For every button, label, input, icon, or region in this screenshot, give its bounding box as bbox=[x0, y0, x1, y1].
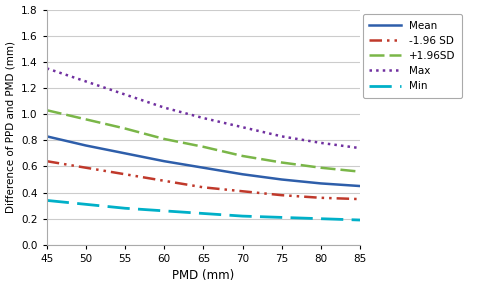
Mean bbox=[357, 184, 363, 188]
-1.96 SD bbox=[200, 185, 206, 189]
+1.96SD bbox=[278, 161, 284, 164]
-1.96 SD bbox=[83, 166, 89, 169]
Mean bbox=[240, 173, 246, 176]
Max bbox=[357, 146, 363, 150]
+1.96SD bbox=[161, 137, 167, 141]
-1.96 SD bbox=[44, 160, 50, 163]
Min bbox=[278, 216, 284, 219]
Line: +1.96SD: +1.96SD bbox=[47, 110, 360, 172]
Legend: Mean, -1.96 SD, +1.96SD, Max, Min: Mean, -1.96 SD, +1.96SD, Max, Min bbox=[363, 14, 462, 98]
Mean bbox=[200, 166, 206, 169]
-1.96 SD bbox=[278, 194, 284, 197]
Min bbox=[122, 206, 128, 210]
Line: Mean: Mean bbox=[47, 136, 360, 186]
Min bbox=[200, 212, 206, 215]
Mean bbox=[122, 151, 128, 155]
Max bbox=[161, 106, 167, 109]
Line: Max: Max bbox=[47, 68, 360, 148]
Max bbox=[122, 93, 128, 96]
Line: -1.96 SD: -1.96 SD bbox=[47, 161, 360, 199]
+1.96SD bbox=[318, 166, 324, 169]
Min bbox=[161, 209, 167, 213]
Mean bbox=[161, 160, 167, 163]
-1.96 SD bbox=[240, 190, 246, 193]
Min bbox=[357, 218, 363, 222]
-1.96 SD bbox=[122, 173, 128, 176]
Max bbox=[44, 67, 50, 70]
Min bbox=[240, 214, 246, 218]
Min bbox=[83, 203, 89, 206]
Max bbox=[240, 126, 246, 129]
Min bbox=[318, 217, 324, 220]
+1.96SD bbox=[357, 170, 363, 173]
Max bbox=[318, 141, 324, 145]
+1.96SD bbox=[240, 154, 246, 158]
Max bbox=[278, 134, 284, 138]
Line: Min: Min bbox=[47, 200, 360, 220]
-1.96 SD bbox=[357, 197, 363, 201]
Max bbox=[200, 116, 206, 120]
+1.96SD bbox=[83, 118, 89, 121]
Mean bbox=[278, 178, 284, 181]
-1.96 SD bbox=[318, 196, 324, 200]
Min bbox=[44, 199, 50, 202]
Mean bbox=[44, 134, 50, 138]
Y-axis label: Difference of PPD and PMD (mm): Difference of PPD and PMD (mm) bbox=[6, 41, 16, 213]
+1.96SD bbox=[122, 127, 128, 130]
Max bbox=[83, 80, 89, 83]
+1.96SD bbox=[200, 145, 206, 149]
Mean bbox=[318, 182, 324, 185]
Mean bbox=[83, 144, 89, 147]
+1.96SD bbox=[44, 109, 50, 112]
-1.96 SD bbox=[161, 179, 167, 183]
X-axis label: PMD (mm): PMD (mm) bbox=[172, 270, 234, 283]
